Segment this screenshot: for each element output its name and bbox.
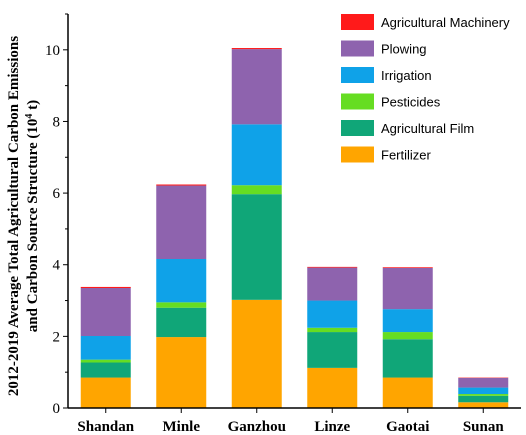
x-tick-label-ganzhou: Ganzhou [228, 419, 286, 435]
bar-segment-linze-irrigation [307, 300, 358, 328]
bar-segment-shandan-fertilizer [80, 377, 131, 408]
bar-segment-minle-agricultural-machinery [156, 184, 207, 186]
bar-segment-sunan-agricultural-film [458, 395, 509, 403]
bar-segment-ganzhou-irrigation [231, 124, 282, 186]
legend-label-agricultural-film: Agricultural Film [381, 121, 474, 136]
bar-segment-shandan-plowing [80, 288, 131, 337]
bar-segment-gaotai-pesticides [382, 332, 433, 340]
y-axis-title-line-2: and Carbon Source Structure (104 t) [24, 100, 42, 332]
bar-segment-shandan-pesticides [80, 359, 131, 363]
y-tick-label: 6 [53, 186, 61, 202]
y-axis-title-main: and Carbon Source Structure (10 [25, 119, 41, 333]
x-tick-label-shandan: Shandan [77, 419, 134, 435]
x-tick-label-minle: Minle [163, 419, 201, 435]
bar-segment-gaotai-plowing [382, 267, 433, 310]
bar-segment-minle-fertilizer [156, 337, 207, 408]
y-axis-title-line-1: 2012-2019 Average Total Agricultural Car… [6, 36, 22, 396]
x-tick-label-linze: Linze [314, 419, 350, 435]
bar-segment-sunan-fertilizer [458, 402, 509, 408]
legend-label-agricultural-machinery: Agricultural Machinery [381, 15, 510, 30]
legend-swatch-agricultural-film [341, 120, 374, 136]
bar-segment-gaotai-irrigation [382, 309, 433, 333]
bar-segment-linze-agricultural-machinery [307, 266, 358, 268]
bars-layer [80, 48, 509, 408]
bar-segment-sunan-plowing [458, 377, 509, 388]
bar-segment-ganzhou-agricultural-film [231, 194, 282, 300]
axes-layer: 0 2 4 6 8 10 Shandan Minle Ganzhou Linze Gaotai Sun… [45, 13, 521, 435]
x-tick-label-gaotai: Gaotai [386, 419, 429, 435]
bar-segment-sunan-irrigation [458, 387, 509, 395]
bar-segment-minle-plowing [156, 185, 207, 259]
bar-segment-ganzhou-agricultural-machinery [231, 48, 282, 50]
legend-swatch-plowing [341, 40, 374, 57]
y-tick-label: 0 [53, 401, 61, 417]
y-axis-title-superscript: 4 [24, 114, 35, 119]
bar-segment-shandan-agricultural-machinery [80, 286, 131, 289]
bar-segment-minle-irrigation [156, 258, 207, 303]
legend-label-pesticides: Pesticides [381, 95, 441, 110]
bar-segment-gaotai-agricultural-machinery [382, 267, 433, 268]
bar-segment-ganzhou-fertilizer [231, 299, 282, 408]
legend-label-irrigation: Irrigation [381, 68, 432, 83]
bar-segment-shandan-agricultural-film [80, 362, 131, 378]
y-tick-label: 4 [53, 258, 61, 274]
bar-segment-linze-fertilizer [307, 367, 358, 408]
bar-segment-gaotai-agricultural-film [382, 339, 433, 378]
x-tick-label-sunan: Sunan [463, 419, 505, 435]
legend-swatch-agricultural-machinery [341, 14, 374, 30]
bar-segment-minle-agricultural-film [156, 307, 207, 338]
bar-segment-shandan-irrigation [80, 336, 131, 360]
legend-swatch-pesticides [341, 93, 374, 110]
legend-swatch-irrigation [341, 67, 374, 83]
bar-segment-linze-plowing [307, 267, 358, 301]
legend: Agricultural Machinery Plowing Irrigation P… [341, 14, 510, 163]
bar-segment-ganzhou-pesticides [231, 185, 282, 195]
legend-label-plowing: Plowing [381, 42, 427, 57]
legend-label-fertilizer: Fertilizer [381, 148, 432, 163]
bar-segment-gaotai-fertilizer [382, 377, 433, 408]
legend-swatch-fertilizer [341, 146, 374, 163]
bar-segment-linze-agricultural-film [307, 332, 358, 368]
y-axis-title-unit: t) [25, 100, 41, 114]
y-tick-label: 8 [53, 114, 61, 130]
bar-segment-ganzhou-plowing [231, 49, 282, 125]
y-tick-label: 2 [53, 329, 61, 345]
bar-segment-minle-pesticides [156, 302, 207, 308]
y-tick-label: 10 [45, 43, 60, 59]
bar-segment-sunan-pesticides [458, 394, 509, 396]
bar-segment-linze-pesticides [307, 327, 358, 333]
